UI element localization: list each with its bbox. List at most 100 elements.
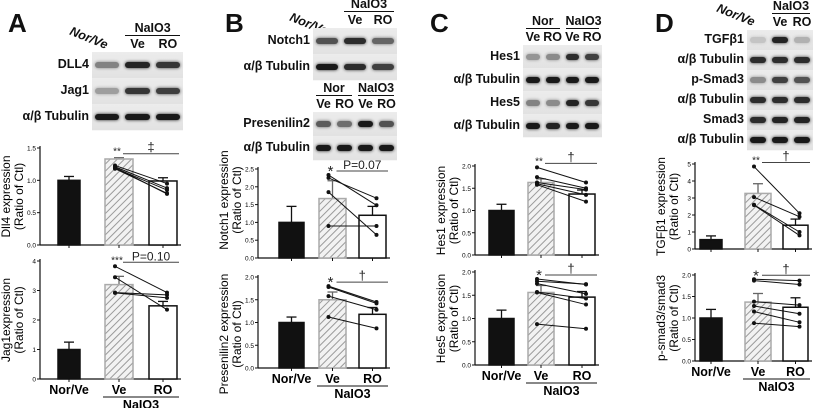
y-tick-label: 0.5: [462, 339, 471, 346]
data-point: [752, 195, 756, 200]
y-tick-label: 0.0: [462, 363, 471, 370]
y-tick-label: 2.0: [245, 275, 254, 282]
protein-band: [125, 88, 150, 94]
western-blot-image: [313, 112, 397, 161]
protein-band: [750, 137, 766, 143]
y-axis-label: Dll4 expression: [0, 155, 13, 237]
protein-band: [95, 114, 120, 120]
data-point: [535, 175, 539, 180]
paired-line: [114, 166, 168, 195]
bar-ro: [148, 180, 178, 246]
paired-line: [328, 191, 377, 236]
data-point: [374, 326, 379, 331]
paired-line: [753, 301, 800, 306]
western-blot-image: [523, 45, 602, 138]
data-point: [797, 320, 802, 325]
protein-band: [565, 99, 580, 106]
blot-row-label: α/β Tubulin: [22, 109, 89, 123]
paired-line: [114, 166, 168, 189]
data-point: [535, 290, 539, 295]
protein-band: [344, 38, 366, 44]
lane-label: RO: [543, 30, 562, 44]
blot-row-label: α/β Tubulin: [677, 92, 744, 106]
paired-line: [753, 280, 800, 285]
y-tick-label: 0.0: [245, 256, 254, 263]
data-point: [165, 292, 169, 297]
blot-row: [92, 104, 183, 131]
protein-band: [155, 62, 180, 68]
data-point: [535, 182, 539, 187]
y-axis-label: (Ratio of Ctl): [667, 173, 681, 240]
blot-row-label: Jag1: [60, 83, 90, 97]
x-tick-label: Nor/Ve: [49, 383, 89, 397]
data-point: [752, 203, 756, 208]
y-axis-label: Hes5 expression: [434, 274, 448, 363]
bar-nor-ve: [57, 348, 81, 380]
protein-band: [545, 122, 560, 129]
blot-row-label: p-Smad3: [691, 72, 744, 86]
data-point: [797, 230, 802, 234]
protein-band: [526, 99, 540, 106]
protein-band: [337, 145, 352, 151]
protein-band: [155, 114, 180, 120]
lane-label: RO: [792, 15, 812, 29]
data-point: [797, 211, 802, 216]
protein-band: [794, 137, 810, 143]
significance-ve-vs-ro: P=0.10: [132, 249, 171, 263]
protein-band: [316, 121, 331, 127]
data-point: [797, 303, 802, 308]
paired-line: [536, 184, 587, 203]
y-tick-label: 0.5: [245, 343, 254, 350]
data-point: [374, 232, 379, 237]
y-tick-label: 2.0: [245, 184, 254, 191]
group-label: NaIO3: [758, 380, 794, 394]
bar-chart-A2: 0 1 2 3 4 Jag1expression (Ratio of Ctl) Nor/Ve V…: [0, 249, 181, 408]
data-point: [326, 175, 331, 180]
protein-band: [358, 121, 373, 127]
x-tick-label: Ve: [534, 369, 549, 383]
blot-row-label: α/β Tubulin: [677, 132, 744, 146]
protein-band: [750, 37, 766, 43]
bar-ro: [782, 306, 809, 362]
lane-label: Ve: [525, 30, 541, 44]
y-tick-label: 1.5: [245, 297, 254, 304]
protein-band: [772, 77, 788, 83]
y-tick-label: 1.5: [245, 202, 254, 209]
protein-band: [772, 37, 788, 43]
protein-band: [794, 97, 810, 103]
bar-chart-A1: 0.0 0.5 1.0 1.5 Dll4 expression (Ratio of Ctl…: [0, 140, 181, 250]
blot-row-label: DLL4: [57, 57, 89, 71]
data-point: [326, 223, 331, 228]
y-tick-label: 0: [32, 377, 36, 384]
y-tick-label: 0.0: [245, 366, 254, 373]
bar-ve: [527, 291, 555, 366]
data-point: [374, 223, 379, 228]
protein-band: [565, 53, 580, 60]
protein-band: [565, 76, 580, 83]
protein-band: [585, 76, 599, 83]
y-tick-label: 1: [32, 347, 36, 354]
blot-row-label: α/β Tubulin: [243, 59, 310, 73]
bar-ve: [318, 299, 347, 369]
bar-nor-ve: [488, 317, 515, 366]
paired-line: [536, 166, 587, 183]
data-point: [584, 187, 588, 192]
protein-band: [585, 53, 599, 60]
lane-group-label: NaIO3: [344, 0, 394, 12]
data-point: [752, 309, 756, 314]
data-point: [752, 278, 756, 283]
blot-row: [313, 54, 397, 81]
blot-row-label: α/β Tubulin: [453, 71, 520, 86]
protein-band: [95, 88, 120, 94]
bar-ro: [358, 214, 387, 259]
lane-label: RO: [335, 97, 354, 111]
bar-chart-D2: 0.0 0.5 1.0 1.5 2.0 p-smad3/smad3 (Ratio of Ct…: [654, 261, 812, 394]
paired-line: [536, 181, 587, 191]
data-point: [797, 311, 802, 316]
protein-band: [794, 37, 810, 43]
y-tick-label: 0.5: [462, 230, 471, 237]
paired-line: [328, 174, 377, 206]
lane-label: Ve: [358, 97, 373, 111]
data-point: [113, 275, 117, 280]
paired-line: [328, 295, 377, 311]
